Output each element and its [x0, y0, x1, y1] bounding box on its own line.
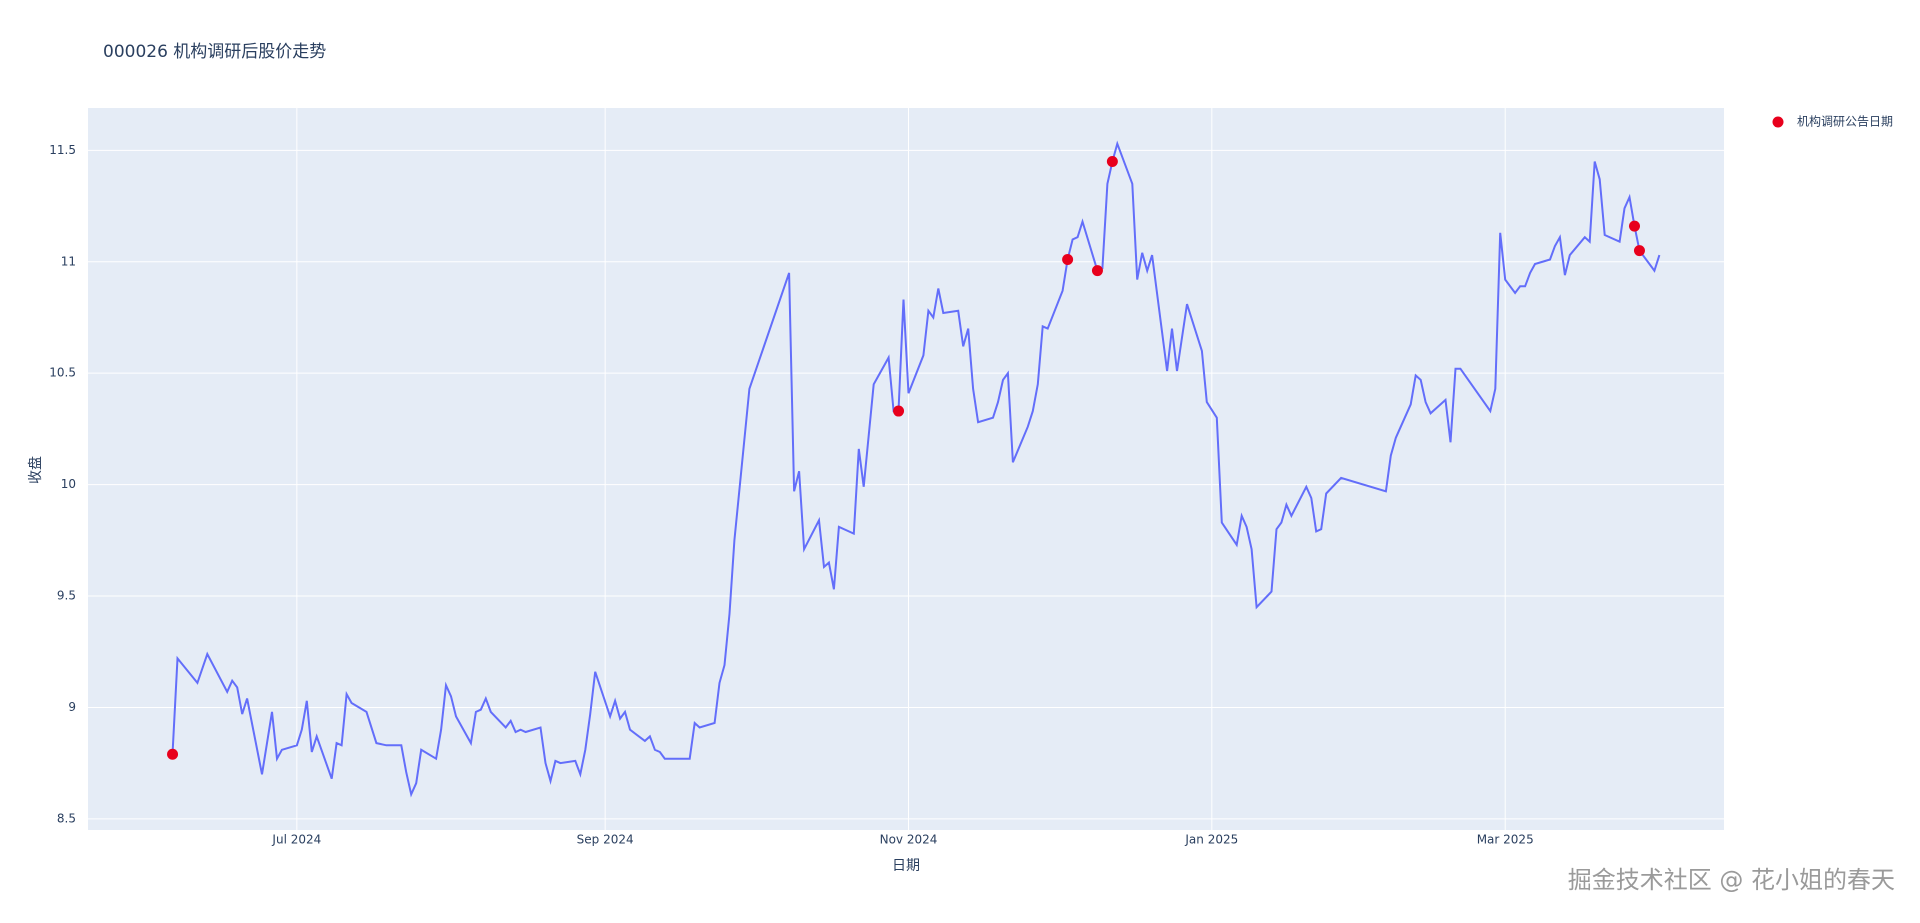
- legend-marker: [1772, 116, 1784, 128]
- chart-title: 000026 机构调研后股价走势: [103, 42, 326, 62]
- event-marker: [1062, 254, 1074, 266]
- event-marker: [1628, 220, 1640, 232]
- y-tick-label: 9: [68, 700, 76, 714]
- x-tick-label: Mar 2025: [1477, 833, 1534, 847]
- y-tick-label: 8.5: [57, 811, 76, 825]
- event-marker: [893, 405, 905, 417]
- y-tick-label: 11.5: [49, 143, 76, 157]
- x-axis-title: 日期: [892, 858, 920, 874]
- x-tick-label: Nov 2024: [880, 833, 938, 847]
- y-tick-label: 11: [61, 254, 76, 268]
- plot-background: [88, 108, 1724, 830]
- legend-label: 机构调研公告日期: [1797, 114, 1893, 129]
- y-tick-label: 9.5: [57, 589, 76, 603]
- event-marker: [167, 748, 179, 760]
- x-tick-label: Sep 2024: [577, 833, 634, 847]
- watermark: 掘金技术社区 @ 花小姐的春天: [1568, 866, 1895, 894]
- event-marker: [1633, 245, 1645, 257]
- x-tick-label: Jul 2024: [271, 833, 321, 847]
- event-marker: [1091, 265, 1103, 277]
- y-axis-title: 收盘: [27, 456, 44, 484]
- event-marker: [1106, 155, 1118, 167]
- y-tick-label: 10: [61, 477, 76, 491]
- x-tick-label: Jan 2025: [1184, 833, 1238, 847]
- price-line: [171, 140, 1661, 798]
- y-tick-label: 10.5: [49, 366, 76, 380]
